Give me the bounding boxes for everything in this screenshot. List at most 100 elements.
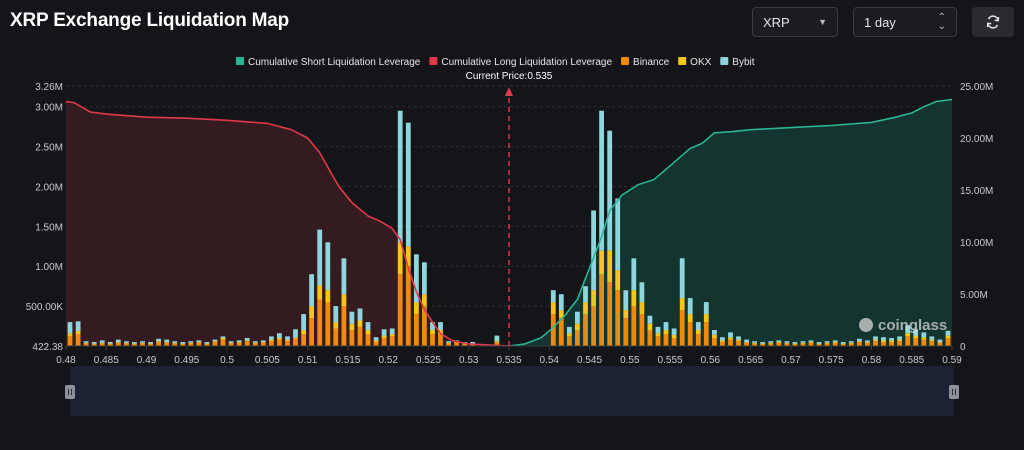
bar-binance [575, 330, 580, 346]
bar-okx [768, 342, 774, 344]
bar-bybit [575, 311, 580, 324]
bar-binance [897, 341, 902, 346]
bar-bybit [188, 341, 194, 343]
bar-okx [349, 323, 355, 331]
symbol-select[interactable]: XRP ▼ [752, 7, 838, 37]
bar-binance [75, 334, 81, 346]
y-left-tick-label: 422.38 [32, 342, 63, 353]
bar-okx [180, 343, 186, 345]
x-tick-label: 0.545 [577, 355, 602, 366]
bar-binance [865, 342, 870, 346]
legend-swatch [678, 57, 687, 65]
bar-bybit [881, 337, 886, 341]
refresh-button[interactable] [972, 7, 1014, 37]
bar-binance [921, 339, 927, 346]
bar-binance [148, 344, 153, 346]
bar-okx [333, 322, 339, 329]
bar-okx [75, 330, 81, 334]
bar-binance [840, 344, 846, 346]
bar-bybit [83, 341, 89, 343]
bar-okx [615, 270, 621, 291]
y-left-tick-label: 2.00M [35, 182, 63, 193]
bar-bybit [309, 274, 314, 307]
bar-okx [607, 250, 613, 283]
bar-binance [752, 343, 757, 346]
bar-bybit [647, 315, 653, 324]
bar-binance [236, 342, 242, 346]
zoom-slider[interactable] [65, 366, 959, 416]
y-right-tick-label: 20.00M [960, 134, 993, 145]
bar-okx [937, 342, 943, 343]
bar-okx [373, 340, 379, 342]
x-tick-label: 0.585 [899, 355, 924, 366]
bar-bybit [91, 342, 97, 344]
bar-okx [792, 343, 798, 345]
bar-okx [687, 314, 693, 323]
y-left-tick-label: 3.26M [35, 82, 63, 93]
bar-bybit [913, 329, 919, 336]
x-tick-label: 0.515 [335, 355, 360, 366]
bar-binance [252, 343, 258, 346]
bar-okx [91, 343, 97, 345]
bar-okx [647, 323, 653, 331]
x-tick-label: 0.575 [819, 355, 844, 366]
bar-binance [736, 341, 741, 346]
bar-bybit [220, 336, 226, 338]
bar-bybit [75, 321, 81, 331]
legend-label: Cumulative Short Liquidation Leverage [248, 57, 421, 68]
bar-bybit [720, 337, 725, 341]
bar-bybit [599, 110, 604, 251]
bar-binance [301, 334, 306, 346]
bar-binance [591, 306, 596, 346]
short-liquidation-curve [508, 98, 953, 347]
bar-binance [333, 328, 339, 346]
bar-okx [148, 343, 153, 345]
bar-binance [848, 343, 854, 346]
bar-okx [784, 342, 790, 344]
bar-okx [494, 341, 500, 343]
bar-okx [695, 330, 701, 334]
bar-okx [655, 333, 661, 337]
x-tick-label: 0.49 [137, 355, 157, 366]
bar-bybit [438, 322, 443, 331]
legend-swatch [621, 57, 630, 65]
bar-okx [188, 342, 194, 344]
range-select[interactable]: 1 day ⌃ ⌄ [853, 7, 957, 37]
bar-okx [800, 342, 806, 344]
slider-left-handle [65, 385, 75, 399]
bar-binance [244, 341, 250, 346]
bar-okx [462, 343, 468, 345]
bar-okx [712, 334, 717, 338]
bar-okx [720, 340, 725, 342]
bar-bybit [679, 258, 685, 299]
bar-binance [462, 344, 468, 346]
x-tick-label: 0.57 [781, 355, 801, 366]
bar-bybit [728, 332, 733, 338]
bar-bybit [921, 332, 927, 338]
bar-binance [744, 342, 749, 346]
bar-bybit [260, 340, 266, 342]
bar-bybit [808, 340, 814, 342]
x-tick-label: 0.535 [496, 355, 521, 366]
bar-binance [615, 290, 621, 346]
bar-bybit [776, 340, 782, 342]
bar-okx [897, 339, 902, 342]
range-select-value: 1 day [864, 14, 896, 30]
bar-okx [558, 310, 564, 319]
bar-okx [881, 340, 886, 342]
bar-binance [309, 318, 314, 346]
bar-bybit [865, 340, 870, 342]
bar-binance [550, 314, 556, 346]
bar-binance [857, 342, 862, 346]
legend-label: OKX [690, 57, 711, 68]
bar-binance [357, 326, 363, 346]
bar-bybit [897, 336, 902, 340]
bar-bybit [558, 294, 564, 311]
bar-series [67, 110, 951, 346]
bar-bybit [389, 328, 395, 335]
bar-okx [422, 294, 427, 307]
bar-binance [494, 342, 500, 346]
y-right-tick-label: 10.00M [960, 238, 993, 249]
bar-okx [857, 341, 862, 342]
bar-binance [180, 344, 186, 346]
